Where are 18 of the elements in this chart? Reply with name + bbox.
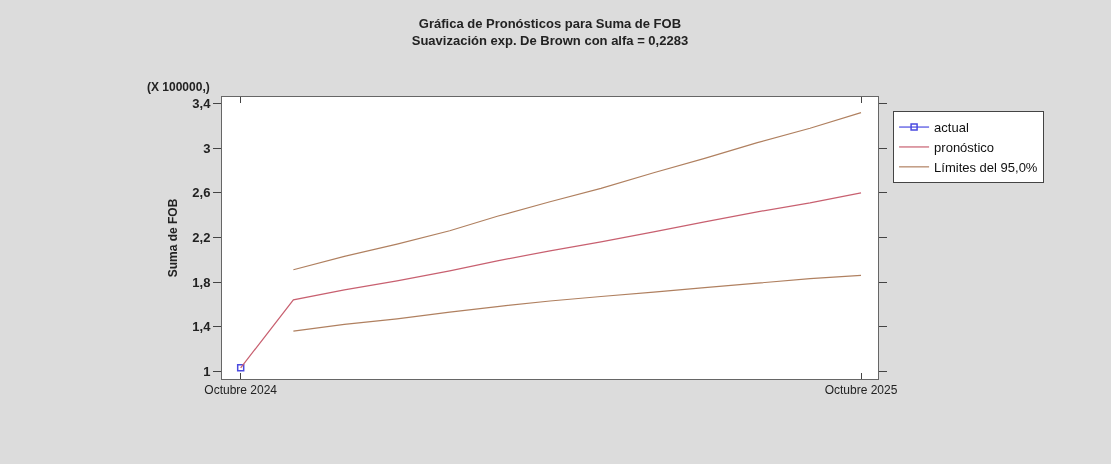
y-tick-label: 1,8	[192, 274, 211, 290]
legend-label: pronóstico	[934, 140, 995, 156]
x-tick-label: Octubre 2024	[204, 383, 278, 398]
line-series	[292, 112, 862, 271]
y-axis-title: Suma de FOB	[165, 198, 180, 278]
chart-title: Gráfica de Pronósticos para Suma de FOB	[418, 15, 682, 31]
line-series	[292, 274, 862, 332]
x-tick-label: Octubre 2025	[824, 383, 898, 398]
y-tick-label: 3	[203, 140, 211, 156]
chart-subtitle: Suavización exp. De Brown con alfa = 0,2283	[411, 32, 689, 48]
y-tick-label: 1	[203, 363, 211, 379]
y-tick-label: 2,2	[192, 229, 211, 245]
y-tick-label: 3,4	[192, 96, 212, 112]
legend-label: Límites del 95,0%	[934, 159, 1038, 175]
legend-label: actual	[934, 120, 969, 136]
text: (X 100000,)	[147, 80, 210, 94]
y-tick-label: 1,4	[192, 319, 212, 335]
y-tick-label: 2,6	[192, 185, 211, 201]
